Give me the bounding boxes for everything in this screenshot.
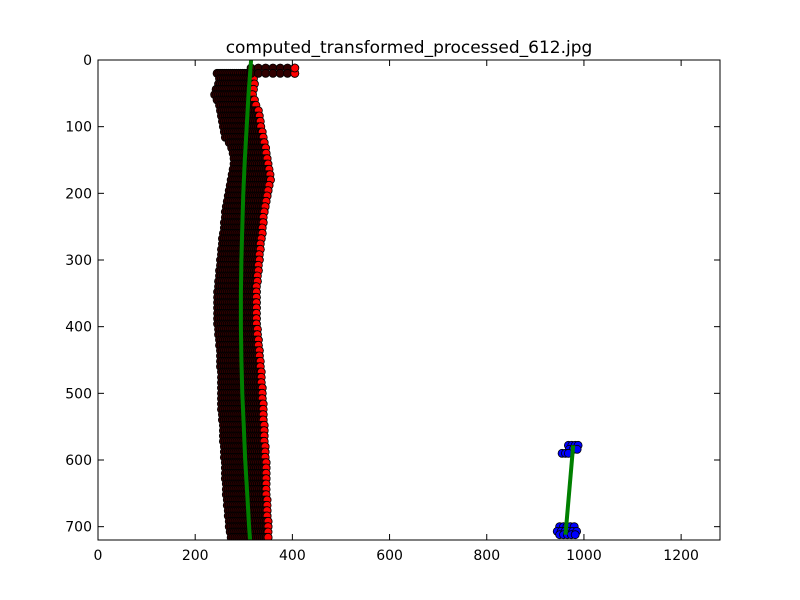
plot-frame <box>97 59 721 541</box>
x-tick-label: 0 <box>94 548 103 564</box>
data-point <box>263 532 273 540</box>
x-tick-label: 1000 <box>566 548 602 564</box>
y-tick-label: 300 <box>65 253 92 269</box>
fit-line <box>238 60 254 540</box>
data-point <box>275 68 285 78</box>
y-tick-label: 700 <box>65 520 92 536</box>
fit-line <box>563 445 576 535</box>
chart-title: computed_transformed_processed_612.jpg <box>226 38 593 58</box>
y-tick-label: 600 <box>65 453 92 469</box>
y-tick-label: 0 <box>83 53 92 69</box>
data-point <box>253 68 263 78</box>
data-point <box>283 68 292 78</box>
y-tick-label: 100 <box>65 120 92 136</box>
x-tick-label: 600 <box>376 548 403 564</box>
plot-area <box>210 60 583 540</box>
x-tick-label: 1200 <box>663 548 699 564</box>
x-tick-label: 800 <box>473 548 500 564</box>
y-tick-label: 200 <box>65 186 92 202</box>
y-tick-label: 500 <box>65 386 92 402</box>
axis-ticks: 0 200 400 600 800 1000 1200 0 100 200 300 400 500 600… <box>65 53 720 564</box>
x-tick-label: 400 <box>279 548 306 564</box>
data-point <box>570 530 580 540</box>
x-tick-label: 200 <box>182 548 209 564</box>
y-tick-label: 400 <box>65 320 92 336</box>
data-point <box>261 68 271 78</box>
data-point <box>268 68 278 78</box>
